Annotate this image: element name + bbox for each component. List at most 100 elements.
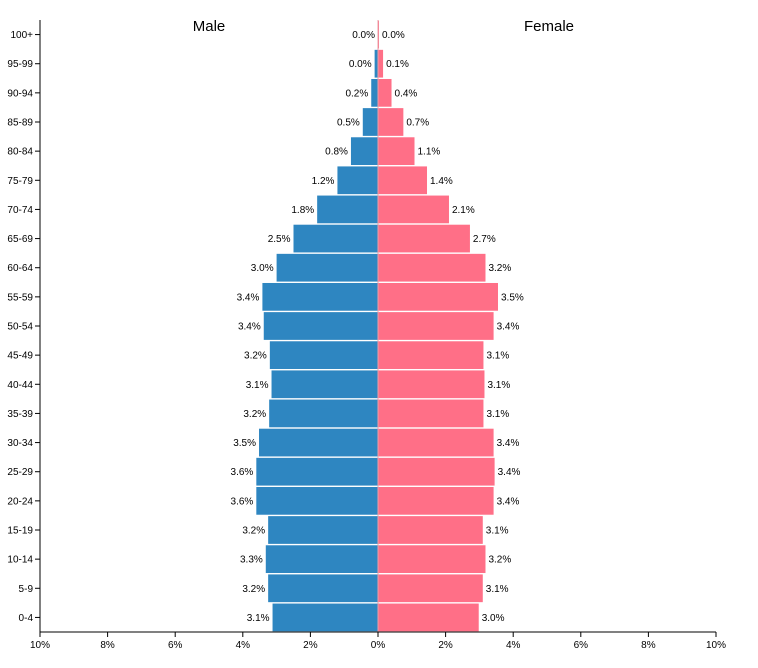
male-side-title: Male	[193, 18, 226, 35]
value-label-male-60-64: 3.0%	[251, 263, 274, 274]
bar-male-90-94	[371, 78, 378, 107]
value-label-male-75-79: 1.2%	[312, 176, 335, 187]
bar-male-80-84	[350, 137, 378, 166]
bar-female-90-94	[378, 78, 392, 107]
bar-female-75-79	[378, 166, 428, 195]
y-tick-label-15-19: 15-19	[7, 526, 33, 537]
bar-female-35-39	[378, 399, 484, 428]
value-label-male-65-69: 2.5%	[268, 234, 291, 245]
bar-female-30-34	[378, 428, 494, 457]
value-label-female-35-39: 3.1%	[486, 409, 509, 420]
bar-female-5-9	[378, 574, 483, 603]
value-label-male-20-24: 3.6%	[231, 496, 254, 507]
bar-female-50-54	[378, 312, 494, 340]
bar-female-0-4	[378, 603, 479, 632]
value-label-female-50-54: 3.4%	[497, 322, 520, 333]
y-tick-label-60-64: 60-64	[7, 263, 33, 274]
bar-female-25-29	[378, 457, 495, 486]
y-axis: 100+ 95-99 90-94 85-89 80-84 75-79 70-74 65-69 6…	[7, 20, 41, 632]
value-label-male-10-14: 3.3%	[240, 555, 263, 566]
value-label-female-10-14: 3.2%	[488, 555, 511, 566]
value-label-female-75-79: 1.4%	[430, 176, 453, 187]
x-tick-label: 8%	[641, 640, 656, 651]
x-tick-label: 2%	[438, 640, 453, 651]
bar-male-45-49	[269, 341, 378, 370]
value-label-female-90-94: 0.4%	[395, 88, 418, 99]
y-tick-label-95-99: 95-99	[7, 59, 33, 70]
bar-female-60-64	[378, 253, 486, 282]
x-tick-label: 4%	[506, 640, 521, 651]
bar-female-40-44	[378, 370, 485, 399]
value-label-female-55-59: 3.5%	[501, 292, 524, 303]
value-label-female-80-84: 1.1%	[418, 147, 441, 158]
value-label-female-25-29: 3.4%	[498, 467, 521, 478]
y-tick-label-25-29: 25-29	[7, 467, 33, 478]
y-tick-label-45-49: 45-49	[7, 351, 33, 362]
y-tick-label-65-69: 65-69	[7, 234, 33, 245]
bar-male-25-29	[256, 457, 378, 486]
bar-male-15-19	[268, 516, 378, 544]
bar-female-10-14	[378, 545, 486, 574]
value-label-male-35-39: 3.2%	[243, 409, 266, 420]
y-tick-label-50-54: 50-54	[7, 322, 33, 333]
value-label-female-70-74: 2.1%	[452, 205, 475, 216]
value-label-male-30-34: 3.5%	[233, 438, 256, 449]
value-label-female-100+: 0.0%	[382, 30, 405, 41]
bar-female-80-84	[378, 137, 415, 166]
value-label-female-15-19: 3.1%	[486, 526, 509, 537]
bar-male-20-24	[256, 486, 378, 515]
value-label-female-40-44: 3.1%	[487, 380, 510, 391]
y-tick-label-40-44: 40-44	[7, 380, 33, 391]
value-label-male-90-94: 0.2%	[345, 88, 368, 99]
bar-male-75-79	[337, 166, 378, 195]
female-side-title: Female	[524, 18, 574, 35]
x-axis: 10% 8% 6% 4% 2% 0% 2% 4% 6% 8% 10%	[30, 631, 726, 651]
value-label-male-80-84: 0.8%	[325, 147, 348, 158]
bar-male-5-9	[268, 574, 378, 603]
value-labels: 0.0% 0.0% 0.0% 0.1% 0.2% 0.4% 0.5% 0.7% 0.8% 1.1%…	[231, 30, 524, 624]
male-bars	[256, 49, 378, 632]
value-label-female-0-4: 3.0%	[482, 613, 505, 624]
bar-male-50-54	[263, 312, 378, 340]
value-label-male-5-9: 3.2%	[242, 584, 265, 595]
value-label-female-20-24: 3.4%	[497, 496, 520, 507]
value-label-male-50-54: 3.4%	[238, 322, 261, 333]
value-label-male-40-44: 3.1%	[246, 380, 269, 391]
y-tick-label-5-9: 5-9	[19, 584, 34, 595]
value-label-male-45-49: 3.2%	[244, 351, 267, 362]
value-label-female-95-99: 0.1%	[386, 59, 409, 70]
y-tick-label-80-84: 80-84	[7, 147, 33, 158]
y-tick-label-100+: 100+	[10, 30, 33, 41]
y-tick-label-35-39: 35-39	[7, 409, 33, 420]
bar-female-65-69	[378, 224, 470, 253]
value-label-male-85-89: 0.5%	[337, 118, 360, 129]
y-tick-label-70-74: 70-74	[7, 205, 33, 216]
x-tick-label: 10%	[706, 640, 726, 651]
value-label-male-15-19: 3.2%	[242, 526, 265, 537]
x-tick-label: 0%	[371, 640, 386, 651]
bar-male-70-74	[317, 195, 378, 224]
value-label-female-60-64: 3.2%	[488, 263, 511, 274]
x-tick-label: 2%	[303, 640, 318, 651]
female-bars	[378, 20, 498, 632]
x-tick-label: 6%	[168, 640, 183, 651]
bar-male-85-89	[362, 108, 378, 136]
bar-female-45-49	[378, 341, 484, 370]
y-tick-label-10-14: 10-14	[7, 555, 33, 566]
value-label-male-25-29: 3.6%	[231, 467, 254, 478]
bar-male-40-44	[271, 370, 378, 399]
bar-female-100+	[378, 20, 380, 49]
value-label-male-0-4: 3.1%	[247, 613, 270, 624]
value-label-male-55-59: 3.4%	[237, 292, 260, 303]
y-tick-label-30-34: 30-34	[7, 438, 33, 449]
value-label-male-95-99: 0.0%	[349, 59, 372, 70]
bar-female-55-59	[378, 282, 498, 311]
bar-male-55-59	[262, 282, 378, 311]
bar-female-70-74	[378, 195, 449, 224]
bar-male-0-4	[272, 603, 378, 632]
y-tick-label-90-94: 90-94	[7, 88, 33, 99]
bar-female-95-99	[378, 49, 384, 78]
y-tick-label-85-89: 85-89	[7, 118, 33, 129]
y-tick-label-55-59: 55-59	[7, 292, 33, 303]
